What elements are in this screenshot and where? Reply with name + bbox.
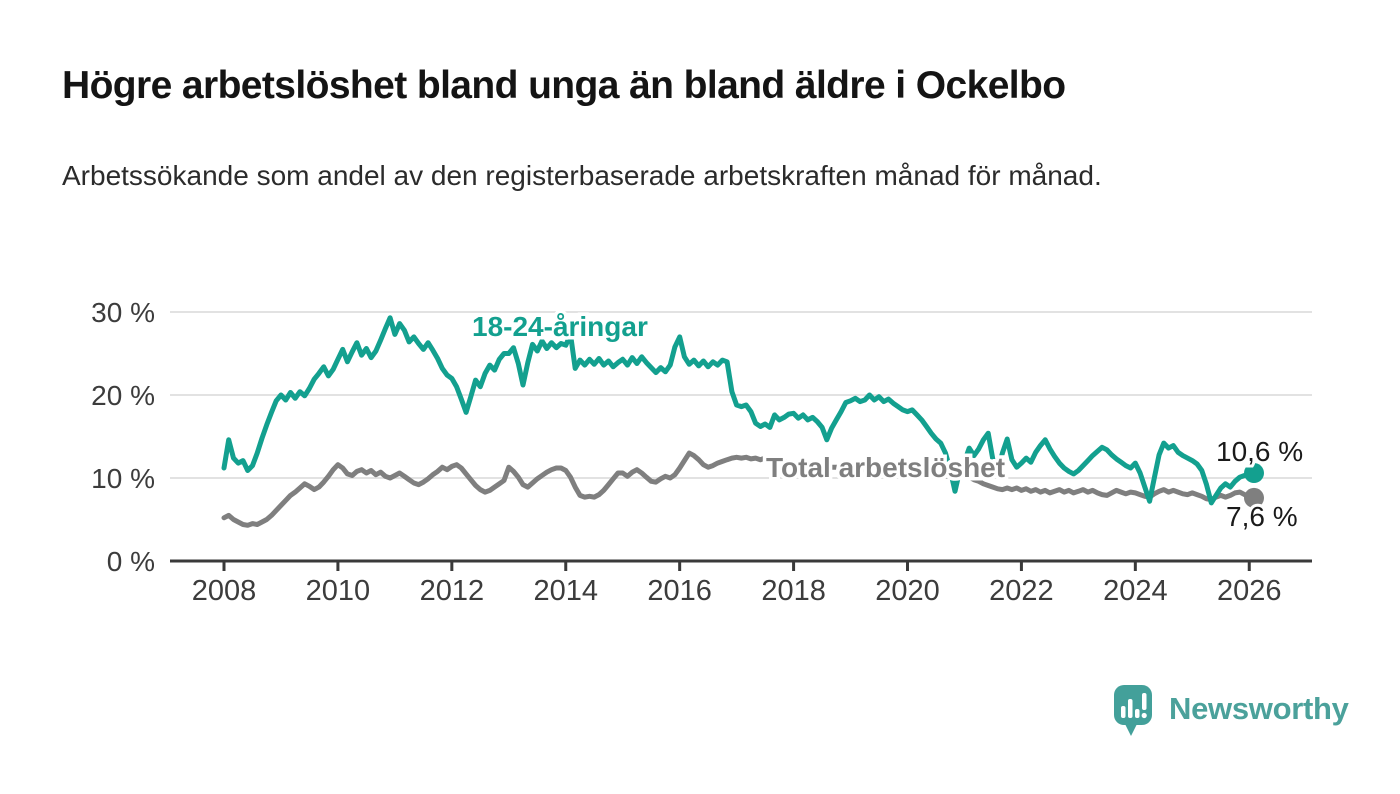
x-tick-label: 2012 (420, 575, 485, 607)
x-tick-label: 2020 (875, 575, 940, 607)
x-ticks (222, 561, 1251, 571)
end-value-label-youth: 10,6 % (1216, 436, 1303, 467)
x-tick-label: 2026 (1217, 575, 1282, 607)
end-dot-youth (1244, 463, 1264, 484)
series-label-total: Total arbetslöshet (766, 452, 1005, 483)
x-tick-label: 2008 (192, 575, 257, 607)
series-youth-line (221, 315, 1257, 506)
newsworthy-logo: Newsworthy (1113, 684, 1349, 738)
end-dot-total (1244, 487, 1264, 508)
series-label-youth: 18-24-åringar (472, 311, 648, 342)
x-tick-label: 2016 (647, 575, 712, 607)
y-tick-label: 30 % (91, 297, 155, 328)
speech-bubble-bar-chart-icon (1114, 685, 1152, 736)
gridlines (170, 311, 1312, 479)
y-tick-label: 20 % (91, 380, 155, 411)
x-tick-label: 2014 (533, 575, 598, 607)
x-tick-labels: 2008 2010 2012 2014 2016 2018 2020 2022 2024 2026 (192, 575, 1282, 607)
y-tick-label: 10 % (91, 463, 155, 494)
y-tick-label: 0 % (107, 546, 155, 577)
series-total-line (221, 450, 1257, 528)
newsworthy-wordmark: Newsworthy (1169, 691, 1349, 726)
x-tick-label: 2024 (1103, 575, 1168, 607)
page-title: Högre arbetslöshet bland unga än bland ä… (62, 64, 1066, 107)
end-value-label-total: 7,6 % (1226, 501, 1298, 532)
x-tick-label: 2010 (306, 575, 371, 607)
chart-subtitle: Arbetssökande som andel av den registerb… (62, 160, 1102, 191)
x-tick-label: 2022 (989, 575, 1054, 607)
y-tick-labels: 0 % 10 % 20 % 30 % (91, 297, 155, 577)
x-tick-label: 2018 (761, 575, 826, 607)
